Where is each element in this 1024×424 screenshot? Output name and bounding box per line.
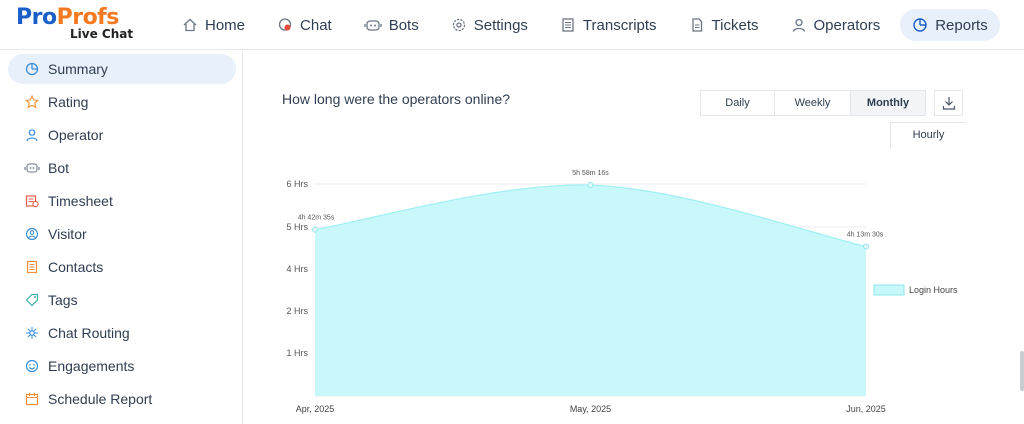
sidebar-item-label: Summary <box>48 61 108 77</box>
smile-icon <box>24 358 40 374</box>
bot-icon <box>364 20 382 31</box>
download-icon <box>942 97 955 110</box>
sidebar-item-label: Chat Routing <box>48 325 130 341</box>
sidebar-item-label: Schedule Report <box>48 391 153 407</box>
data-label: 4h 42m 35s <box>298 215 335 222</box>
report-main-panel: How long were the operators online? Dail… <box>244 51 1024 424</box>
data-label: 5h 58m 16s <box>572 170 609 177</box>
x-tick-label: Jun, 2025 <box>846 404 886 414</box>
y-tick-label: 5 Hrs <box>286 222 308 232</box>
bot-icon <box>24 160 40 176</box>
period-hourly-button[interactable]: Hourly <box>890 122 966 148</box>
sidebar-item-tags[interactable]: Tags <box>8 285 236 315</box>
logo-part-1: Pro <box>16 5 57 30</box>
nav-operators[interactable]: Operators <box>779 9 893 41</box>
sidebar-item-engagements[interactable]: Engagements <box>8 351 236 381</box>
user-icon <box>24 127 40 143</box>
sidebar-item-contacts[interactable]: Contacts <box>8 252 236 282</box>
reports-sidebar: Summary Rating Operator Bot Timesheet Vi… <box>0 51 243 424</box>
chart-question-title: How long were the operators online? <box>282 91 511 107</box>
pie-chart-icon <box>24 61 40 77</box>
nav-bots-label: Bots <box>388 16 419 34</box>
sidebar-item-label: Contacts <box>48 259 104 275</box>
period-weekly-button[interactable]: Weekly <box>775 91 851 115</box>
nav-bots[interactable]: Bots <box>352 9 431 41</box>
y-tick-label: 1 Hrs <box>286 348 308 358</box>
data-label: 4h 13m 30s <box>847 232 884 239</box>
sidebar-item-label: Operator <box>48 127 104 143</box>
sidebar-item-label: Rating <box>48 94 89 110</box>
nav-chat[interactable]: Chat <box>265 9 344 41</box>
legend-label: Login Hours <box>909 285 958 295</box>
star-icon <box>24 94 40 110</box>
transcript-icon <box>562 18 574 32</box>
sidebar-item-operator[interactable]: Operator <box>8 120 236 150</box>
nav-transcripts[interactable]: Transcripts <box>548 9 669 41</box>
y-tick-label: 4 Hrs <box>286 264 308 274</box>
timesheet-icon <box>24 193 40 209</box>
data-point <box>587 182 594 189</box>
sidebar-item-label: Engagements <box>48 358 135 374</box>
sidebar-item-label: Timesheet <box>48 193 113 209</box>
logo-part-2: Profs <box>56 5 120 30</box>
contacts-icon <box>24 259 40 275</box>
logo-subtitle: Live Chat <box>70 27 134 41</box>
tag-icon <box>24 292 40 308</box>
nav-tickets[interactable]: Tickets <box>677 9 771 41</box>
x-tick-label: May, 2025 <box>570 404 611 414</box>
calendar-icon <box>24 391 40 407</box>
login-hours-area-chart: 1 Hrs 2 Hrs 4 Hrs 5 Hrs 6 Hrs 4h 42m 35s Apr, … <box>286 170 958 414</box>
sidebar-item-visitor[interactable]: Visitor <box>8 219 236 249</box>
main-nav: Home Chat Bots Settings Transcripts Tick… <box>170 8 1008 42</box>
nav-reports-label: Reports <box>935 16 988 34</box>
routing-icon <box>24 325 40 341</box>
nav-home[interactable]: Home <box>170 9 257 41</box>
sidebar-item-rating[interactable]: Rating <box>8 87 236 117</box>
sidebar-item-summary[interactable]: Summary <box>8 54 236 84</box>
download-button[interactable] <box>934 90 963 116</box>
pie-chart-icon <box>913 18 927 32</box>
sidebar-item-label: Tags <box>48 292 78 308</box>
sidebar-item-label: Visitor <box>48 226 87 242</box>
data-point <box>312 226 318 233</box>
sidebar-item-label: Bot <box>48 160 70 176</box>
period-monthly-button[interactable]: Monthly <box>851 91 925 115</box>
gear-icon <box>452 18 465 32</box>
nav-settings-label: Settings <box>473 16 528 34</box>
logo-wordmark: ProProfs <box>16 6 136 30</box>
sidebar-item-bot[interactable]: Bot <box>8 153 236 183</box>
y-tick-label: 6 Hrs <box>286 179 308 189</box>
nav-transcripts-label: Transcripts <box>582 16 657 34</box>
nav-settings[interactable]: Settings <box>439 9 540 41</box>
sidebar-item-chat-routing[interactable]: Chat Routing <box>8 318 236 348</box>
period-daily-button[interactable]: Daily <box>701 91 775 115</box>
nav-chat-label: Chat <box>300 16 332 34</box>
series-area-login-hours <box>315 184 866 396</box>
nav-operators-label: Operators <box>813 16 881 34</box>
nav-home-label: Home <box>205 16 246 34</box>
visitor-icon <box>24 226 40 242</box>
x-tick-label: Apr, 2025 <box>296 404 335 414</box>
sidebar-item-timesheet[interactable]: Timesheet <box>8 186 236 216</box>
nav-tickets-label: Tickets <box>711 16 759 34</box>
top-navigation-bar: ProProfs Live Chat Home Chat Bots Settin… <box>0 0 1024 50</box>
legend-swatch <box>873 284 905 296</box>
nav-reports[interactable]: Reports <box>900 9 1000 41</box>
user-icon <box>792 18 805 32</box>
scrollbar-thumb[interactable] <box>1020 351 1024 391</box>
data-point <box>863 243 869 250</box>
sidebar-item-schedule-report[interactable]: Schedule Report <box>8 384 236 414</box>
period-selector: Daily Weekly Monthly <box>700 90 926 116</box>
y-tick-label: 2 Hrs <box>286 306 308 316</box>
ticket-icon <box>691 18 702 32</box>
home-icon <box>183 18 197 32</box>
proprofs-logo[interactable]: ProProfs Live Chat <box>16 6 136 46</box>
chat-icon <box>278 18 292 31</box>
